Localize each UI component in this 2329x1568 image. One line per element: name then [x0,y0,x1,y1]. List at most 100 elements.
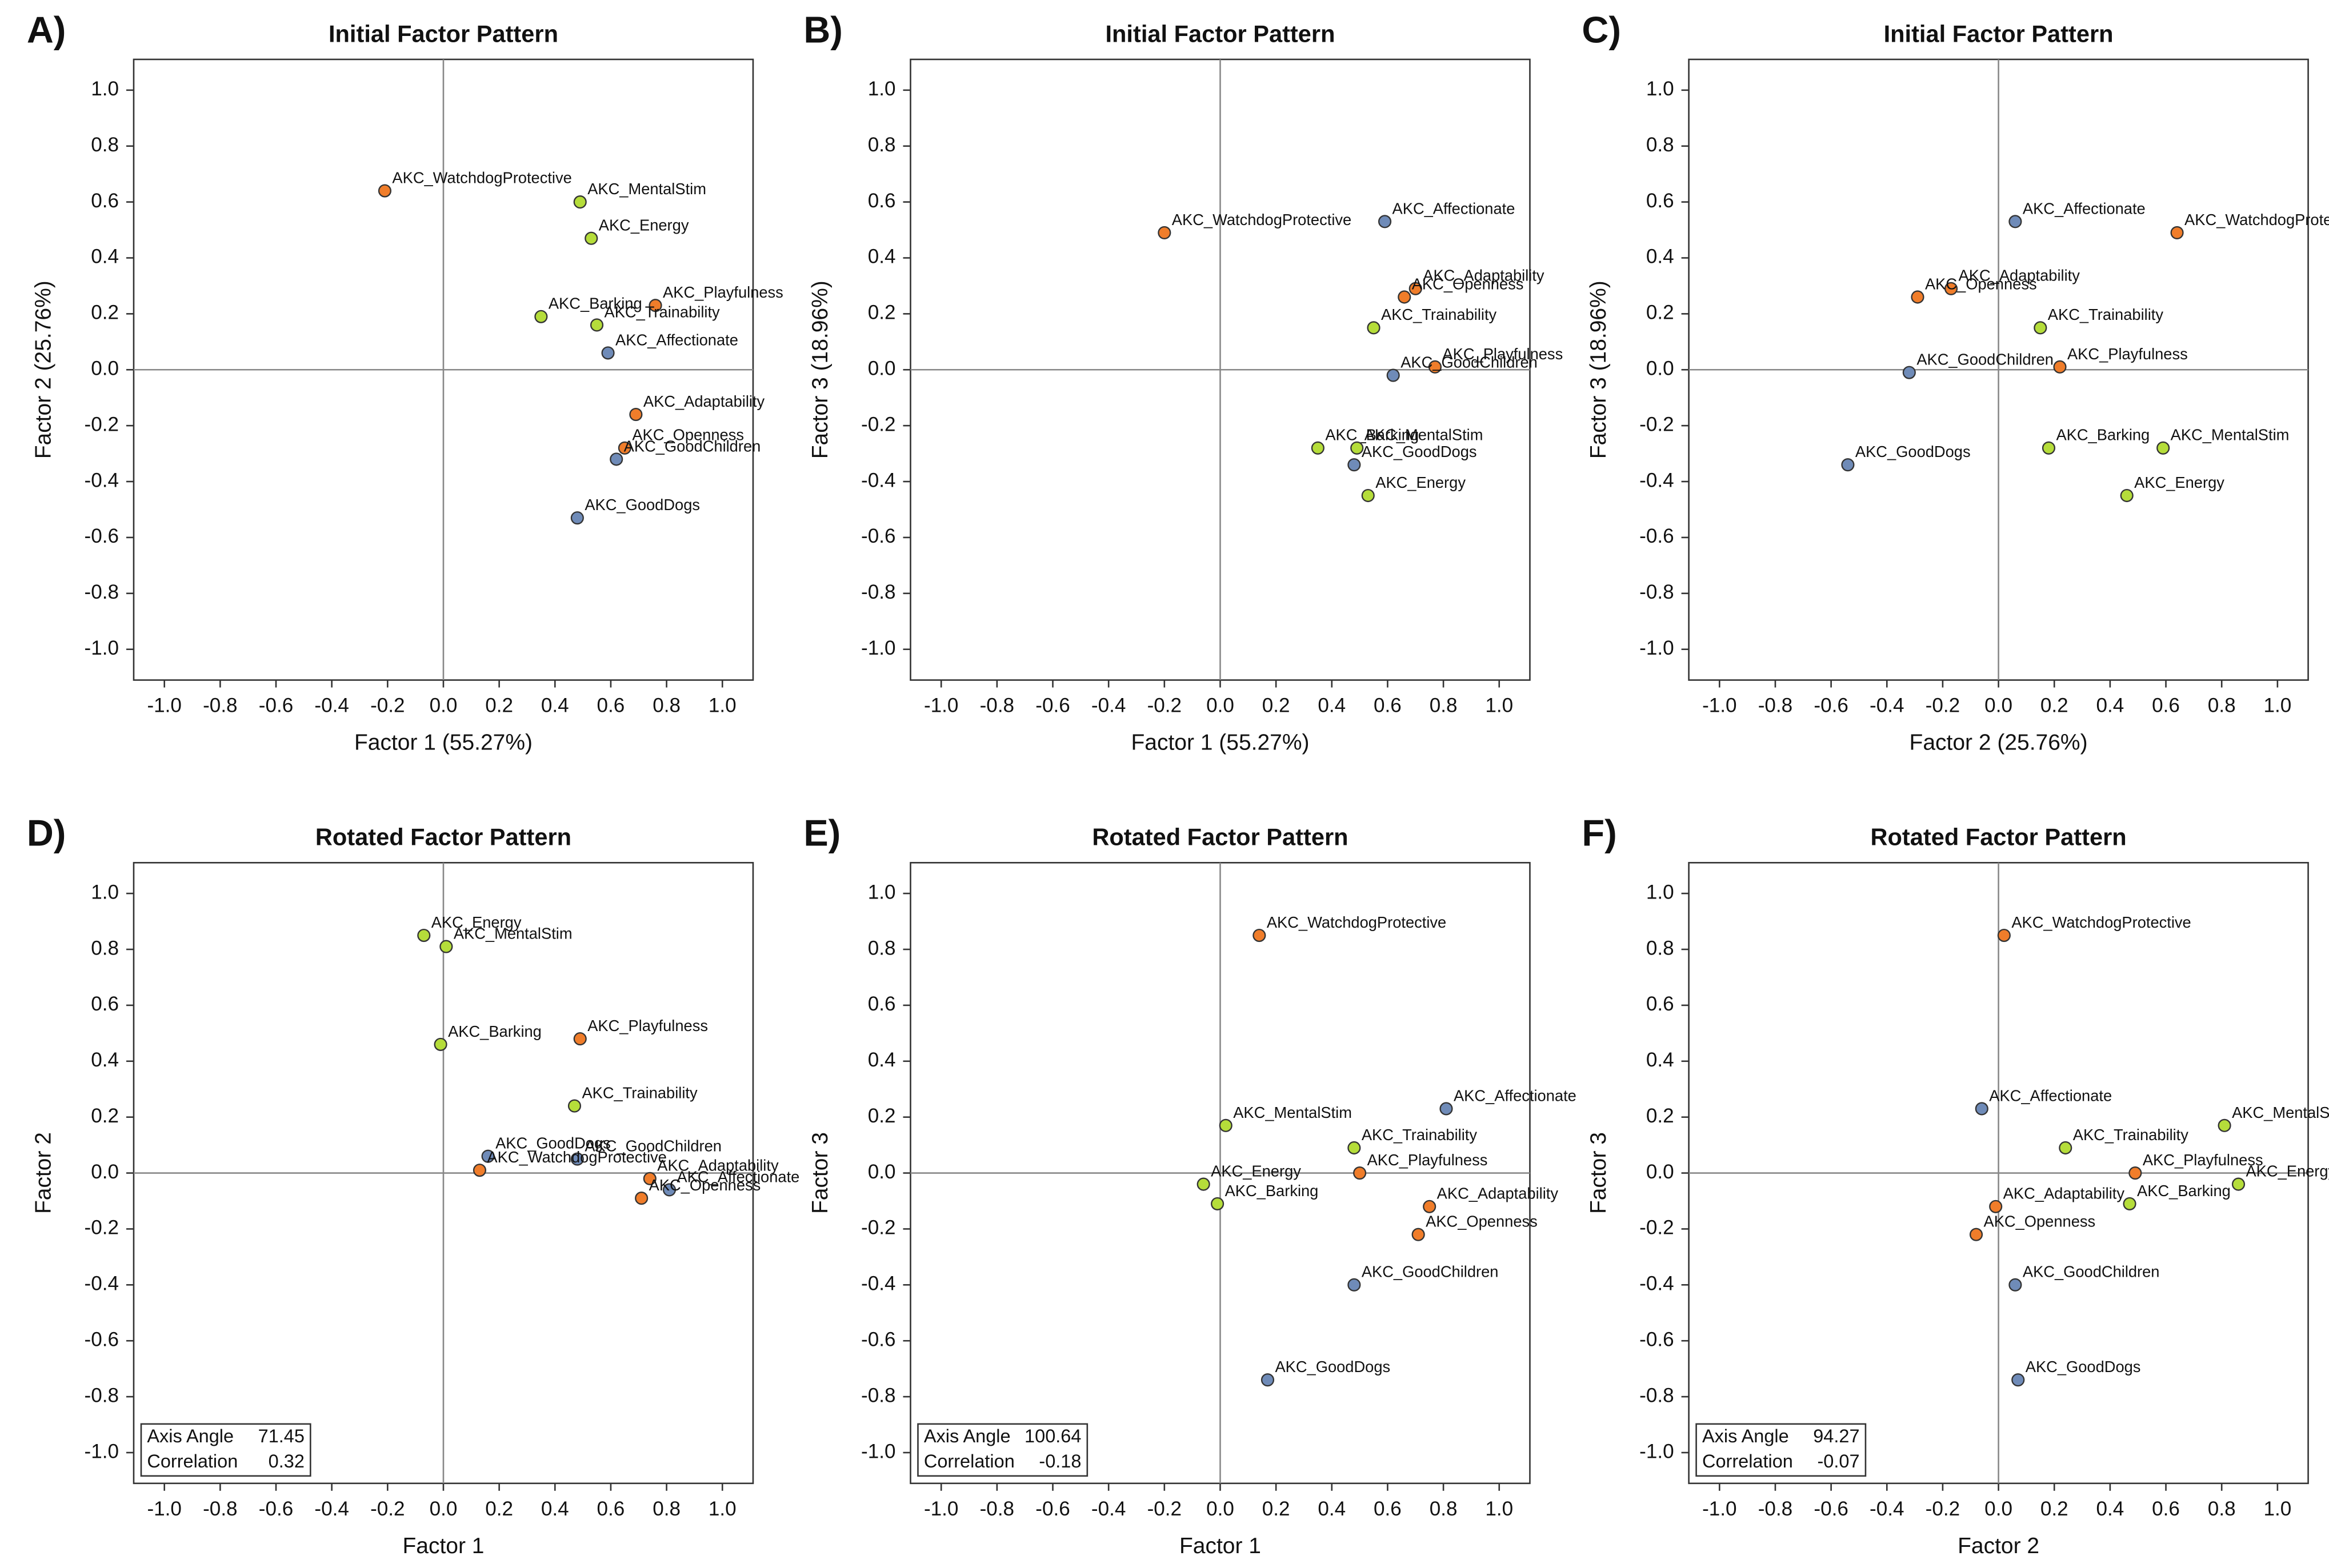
y-tick-label: 0.0 [91,358,119,380]
point-label: AKC_Trainability [605,303,721,320]
y-tick-label: 0.2 [1646,302,1674,324]
point [1361,488,1375,503]
x-tick-label: 0.6 [1374,1498,1402,1520]
x-tick-label: -0.6 [259,1498,293,1520]
point [2053,360,2067,374]
point-label: AKC_GoodChildren [585,1137,722,1154]
x-tick-label: 0.6 [1374,695,1402,717]
point-label: AKC_GoodChildren [1362,1263,1499,1281]
point-label: AKC_Openness [632,426,744,444]
y-tick-label: -0.2 [1639,1217,1674,1239]
point-label: AKC_GoodChildren [2023,1263,2160,1281]
x-tick-label: -0.2 [370,695,405,717]
point [1347,458,1361,472]
y-tick-label: -1.0 [1639,637,1674,659]
point [1944,282,1958,295]
x-tick-label: 1.0 [1485,1498,1513,1520]
point [585,231,598,245]
y-tick-label: 0.6 [868,190,896,212]
point-label: AKC_Playfulness [2067,345,2188,363]
point [2123,1197,2136,1210]
y-tick-label: -0.6 [861,525,895,547]
point-label: AKC_WatchdogProtective [1267,913,1446,931]
x-tick-label: 0.8 [1430,1498,1458,1520]
panel: B) Initial Factor Pattern Factor 1 (55.27%… [803,9,1563,755]
y-tick-label: 0.0 [91,1161,119,1183]
x-tick-label: -0.6 [259,695,293,717]
x-tick-label: -0.2 [370,1498,405,1520]
y-tick-label: 1.0 [91,881,119,903]
point [1902,366,1916,379]
point [1969,1228,1983,1241]
x-tick-label: 0.8 [653,1498,681,1520]
panel: A) Initial Factor Pattern Factor 1 (55.27%… [27,9,783,755]
point-label: AKC_Affectionate [677,1168,799,1185]
point [434,1037,447,1051]
point [1347,1278,1361,1292]
x-tick-label: 0.0 [430,695,458,717]
point-label: AKC_Energy [2246,1162,2329,1180]
point [1423,1200,1436,1213]
x-tick-label: 0.6 [597,1498,625,1520]
panel-letter: B) [803,9,843,50]
point [1260,1373,1275,1387]
point [2034,321,2047,335]
x-tick-label: 0.6 [597,695,625,717]
point [2231,1177,2246,1191]
x-tick-label: 1.0 [1485,695,1513,717]
x-tick-label: 0.2 [1262,695,1290,717]
x-tick-label: -0.4 [1870,1498,1904,1520]
x-tick-label: -1.0 [924,1498,958,1520]
point-label: AKC_Openness [1984,1213,2096,1230]
chart-title: Rotated Factor Pattern [1870,824,2126,851]
x-axis-label: Factor 2 [1958,1534,2039,1558]
x-tick-label: 1.0 [2263,1498,2291,1520]
y-tick-label: 0.6 [868,993,896,1015]
panel-letter: C) [1582,9,1621,50]
y-tick-label: 0.8 [1646,937,1674,959]
x-tick-label: -0.4 [1091,695,1126,717]
y-axis-label: Factor 2 (25.76%) [31,280,55,459]
point [2042,441,2056,455]
y-tick-label: -1.0 [861,1440,895,1462]
y-tick-label: -0.8 [1639,1384,1674,1406]
point [1311,441,1324,455]
y-tick-label: 0.0 [868,358,896,380]
y-tick-label: -1.0 [85,637,119,659]
point-label: AKC_MentalStim [2171,426,2290,444]
point [629,408,643,422]
point [2218,1118,2231,1132]
point-label: AKC_GoodChildren [1916,351,2054,368]
stat-value: -0.18 [1039,1451,1081,1471]
x-tick-label: -0.6 [1814,1498,1848,1520]
point-label: AKC_Trainability [2073,1126,2189,1144]
point [1841,458,1855,472]
y-tick-label: 0.4 [91,246,119,268]
point [2128,1166,2142,1180]
y-tick-label: 0.6 [1646,190,1674,212]
point [1367,321,1380,335]
y-tick-label: -0.4 [1639,1273,1674,1295]
x-tick-label: -0.4 [1870,695,1904,717]
y-tick-label: -0.4 [85,1273,119,1295]
point-label: AKC_Openness [1412,275,1524,292]
y-tick-label: 0.2 [868,302,896,324]
y-axis-label: Factor 3 [1586,1132,1611,1214]
x-tick-label: -0.8 [980,1498,1014,1520]
x-axis-label: Factor 1 (55.27%) [354,731,533,755]
x-tick-label: 0.4 [2096,695,2124,717]
x-tick-label: 0.0 [1984,1498,2012,1520]
x-tick-label: 0.4 [541,1498,569,1520]
point-label: AKC_Barking [2056,426,2150,444]
y-tick-label: 1.0 [868,881,896,903]
x-tick-label: 0.6 [2152,695,2180,717]
y-tick-label: 1.0 [91,78,119,100]
panel-letter: D) [27,812,66,854]
point-label: AKC_Adaptability [657,1157,779,1174]
point-label: AKC_Energy [599,216,689,234]
y-tick-label: 0.8 [91,937,119,959]
y-tick-label: 0.0 [1646,1161,1674,1183]
x-tick-label: -0.8 [980,695,1014,717]
stat-label: Axis Angle [1702,1426,1789,1446]
